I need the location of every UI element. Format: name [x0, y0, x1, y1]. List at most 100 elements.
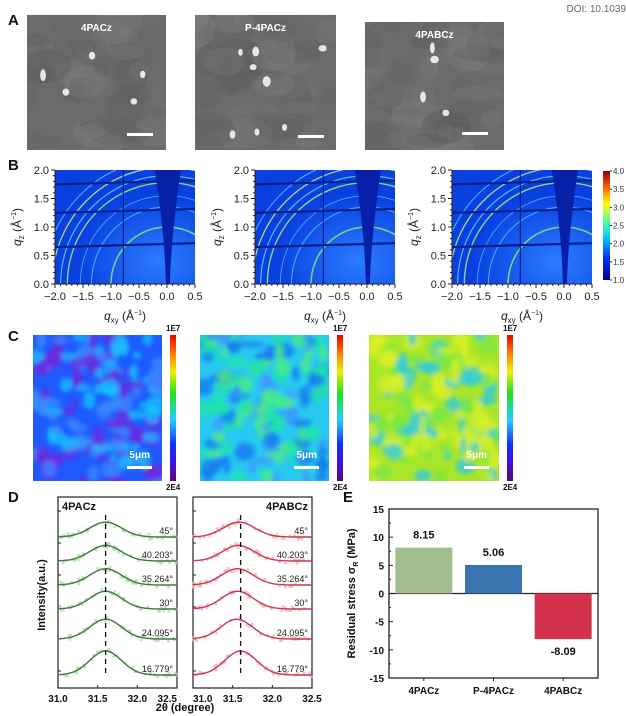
fit-curve-2	[192, 568, 312, 586]
map-blob	[232, 384, 242, 399]
map-blob	[70, 355, 84, 373]
tilt-angle-label: 45°	[294, 526, 308, 536]
map-blob	[242, 341, 264, 348]
map-blob	[118, 380, 130, 400]
data-point	[284, 561, 288, 565]
grain	[202, 24, 229, 51]
grain	[260, 90, 281, 123]
fit-curve-5	[192, 650, 312, 676]
grain	[89, 123, 140, 147]
map-blob	[153, 387, 162, 399]
grain	[249, 105, 269, 129]
giwaxs-image	[452, 170, 592, 284]
grain	[27, 131, 56, 150]
grain	[454, 45, 504, 62]
map-blob	[234, 442, 256, 462]
map-texture	[200, 335, 329, 481]
map-blob	[385, 443, 404, 461]
grain	[50, 16, 101, 36]
fit-curve-1	[57, 544, 177, 562]
y-tick-label: 0.5	[234, 251, 249, 263]
y-tick-label: 1.0	[34, 222, 49, 234]
bright-spot	[40, 69, 46, 82]
data-point	[156, 638, 160, 643]
grain	[71, 120, 109, 146]
data-point	[155, 674, 160, 679]
map-blob	[109, 454, 118, 461]
grain	[73, 124, 106, 139]
grain	[195, 81, 223, 108]
map-blob	[87, 465, 100, 481]
map-blob	[213, 417, 224, 436]
grain	[98, 27, 139, 45]
grain	[251, 38, 297, 72]
grain	[476, 83, 498, 117]
grain	[27, 52, 44, 83]
x-tick-label: −1.0	[497, 291, 519, 303]
x-tick-label: −2.0	[244, 291, 266, 303]
data-point	[142, 556, 146, 560]
sem-title: 4PACz	[81, 23, 112, 34]
map-blob	[200, 378, 215, 396]
grain	[195, 111, 235, 147]
map-blob	[402, 424, 420, 436]
giwaxs-image	[55, 170, 195, 284]
bar-4pacz	[395, 547, 453, 594]
map-blob	[207, 450, 223, 458]
grain	[421, 108, 471, 144]
map-blob	[426, 345, 439, 352]
map-blob	[123, 368, 131, 376]
grain	[365, 48, 392, 78]
map-blob	[419, 415, 427, 426]
map-blob	[440, 443, 449, 456]
map-blob	[431, 373, 448, 392]
grain	[365, 122, 403, 150]
grain	[76, 64, 103, 84]
map-blob	[36, 335, 46, 349]
colorbar-tick-label: 2.5	[613, 222, 625, 231]
scale-bar	[464, 466, 489, 469]
raman-map-4pabcz: 5μm	[369, 335, 499, 481]
tilt-angle-label: 45°	[159, 526, 173, 536]
map-blob	[124, 382, 145, 389]
grain	[92, 18, 118, 43]
data-point	[65, 674, 69, 678]
y-tick-label: 10	[373, 533, 385, 544]
missing-wedge	[154, 170, 181, 284]
map-blob	[212, 430, 226, 444]
grain	[198, 100, 221, 115]
x-tick-label: 0.0	[359, 291, 374, 303]
y-tick-label: 1.0	[431, 222, 446, 234]
map-blob	[42, 460, 57, 478]
map-blob	[414, 469, 432, 481]
grain	[437, 26, 485, 53]
data-point	[309, 675, 313, 679]
data-point	[246, 568, 250, 572]
data-point	[157, 635, 161, 639]
map-blob	[200, 343, 220, 354]
map-texture	[33, 335, 162, 481]
map-blob	[126, 409, 147, 420]
data-point	[100, 587, 104, 592]
grain	[480, 109, 502, 128]
grain	[300, 17, 334, 42]
data-point	[157, 609, 162, 613]
grain	[64, 65, 106, 100]
data-point	[111, 654, 116, 658]
y-axis-label: qz (Å−1)	[406, 208, 423, 246]
tilt-angle-label: 40.203°	[277, 550, 309, 560]
map-blob	[407, 408, 415, 417]
y-tick-label: 1.5	[34, 194, 49, 206]
grain	[195, 75, 220, 107]
data-point	[237, 518, 241, 522]
map-blob	[52, 424, 63, 437]
map-blob	[229, 471, 247, 481]
grain	[92, 42, 114, 77]
grain	[210, 15, 255, 33]
map-blob	[369, 413, 379, 422]
grain	[234, 87, 254, 113]
panel-label-b: B	[8, 157, 19, 174]
data-point	[105, 541, 109, 545]
map-blob	[200, 402, 214, 419]
grain	[365, 42, 392, 68]
